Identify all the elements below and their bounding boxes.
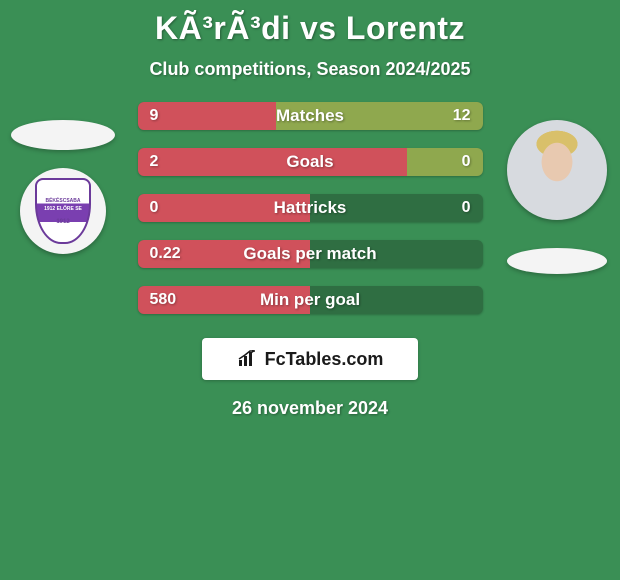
shield-text-year: 1912 <box>56 219 69 226</box>
stat-bar-left <box>138 194 311 222</box>
subtitle: Club competitions, Season 2024/2025 <box>0 59 620 80</box>
shield-text-top: BÉKÉSCSABA <box>45 199 80 205</box>
stat-row: 20Goals <box>138 148 483 176</box>
stat-row: 0.22Goals per match <box>138 240 483 268</box>
brand-badge: FcTables.com <box>202 338 418 380</box>
stats-table: 912Matches 20Goals 00Hattricks 0.22Goals pe… <box>138 102 483 314</box>
brand-text: FcTables.com <box>265 349 384 370</box>
right-club-logo-placeholder <box>507 248 607 274</box>
left-player-photo-placeholder <box>11 120 115 150</box>
stat-bar-right <box>276 102 483 130</box>
stat-row: 912Matches <box>138 102 483 130</box>
stat-bar-right <box>407 148 483 176</box>
left-player-column: BÉKÉSCSABA 1912 ELŐRE SE 1912 <box>8 120 118 254</box>
stat-bar-left <box>138 286 311 314</box>
right-player-column <box>502 120 612 274</box>
bar-chart-icon <box>237 350 259 368</box>
left-club-logo: BÉKÉSCSABA 1912 ELŐRE SE 1912 <box>20 168 106 254</box>
comparison-card: KÃ³rÃ³di vs Lorentz Club competitions, S… <box>0 0 620 580</box>
page-title: KÃ³rÃ³di vs Lorentz <box>0 10 620 47</box>
stat-bar-left <box>138 148 407 176</box>
right-player-photo <box>507 120 607 220</box>
shield-text-mid: 1912 ELŐRE SE <box>44 207 82 213</box>
stat-bar-left <box>138 240 311 268</box>
stat-bar-left <box>138 102 276 130</box>
stat-row: 00Hattricks <box>138 194 483 222</box>
stat-value-right: 0 <box>462 194 471 222</box>
stat-row: 580Min per goal <box>138 286 483 314</box>
club-shield-icon: BÉKÉSCSABA 1912 ELŐRE SE 1912 <box>35 178 91 244</box>
date-label: 26 november 2024 <box>0 398 620 419</box>
